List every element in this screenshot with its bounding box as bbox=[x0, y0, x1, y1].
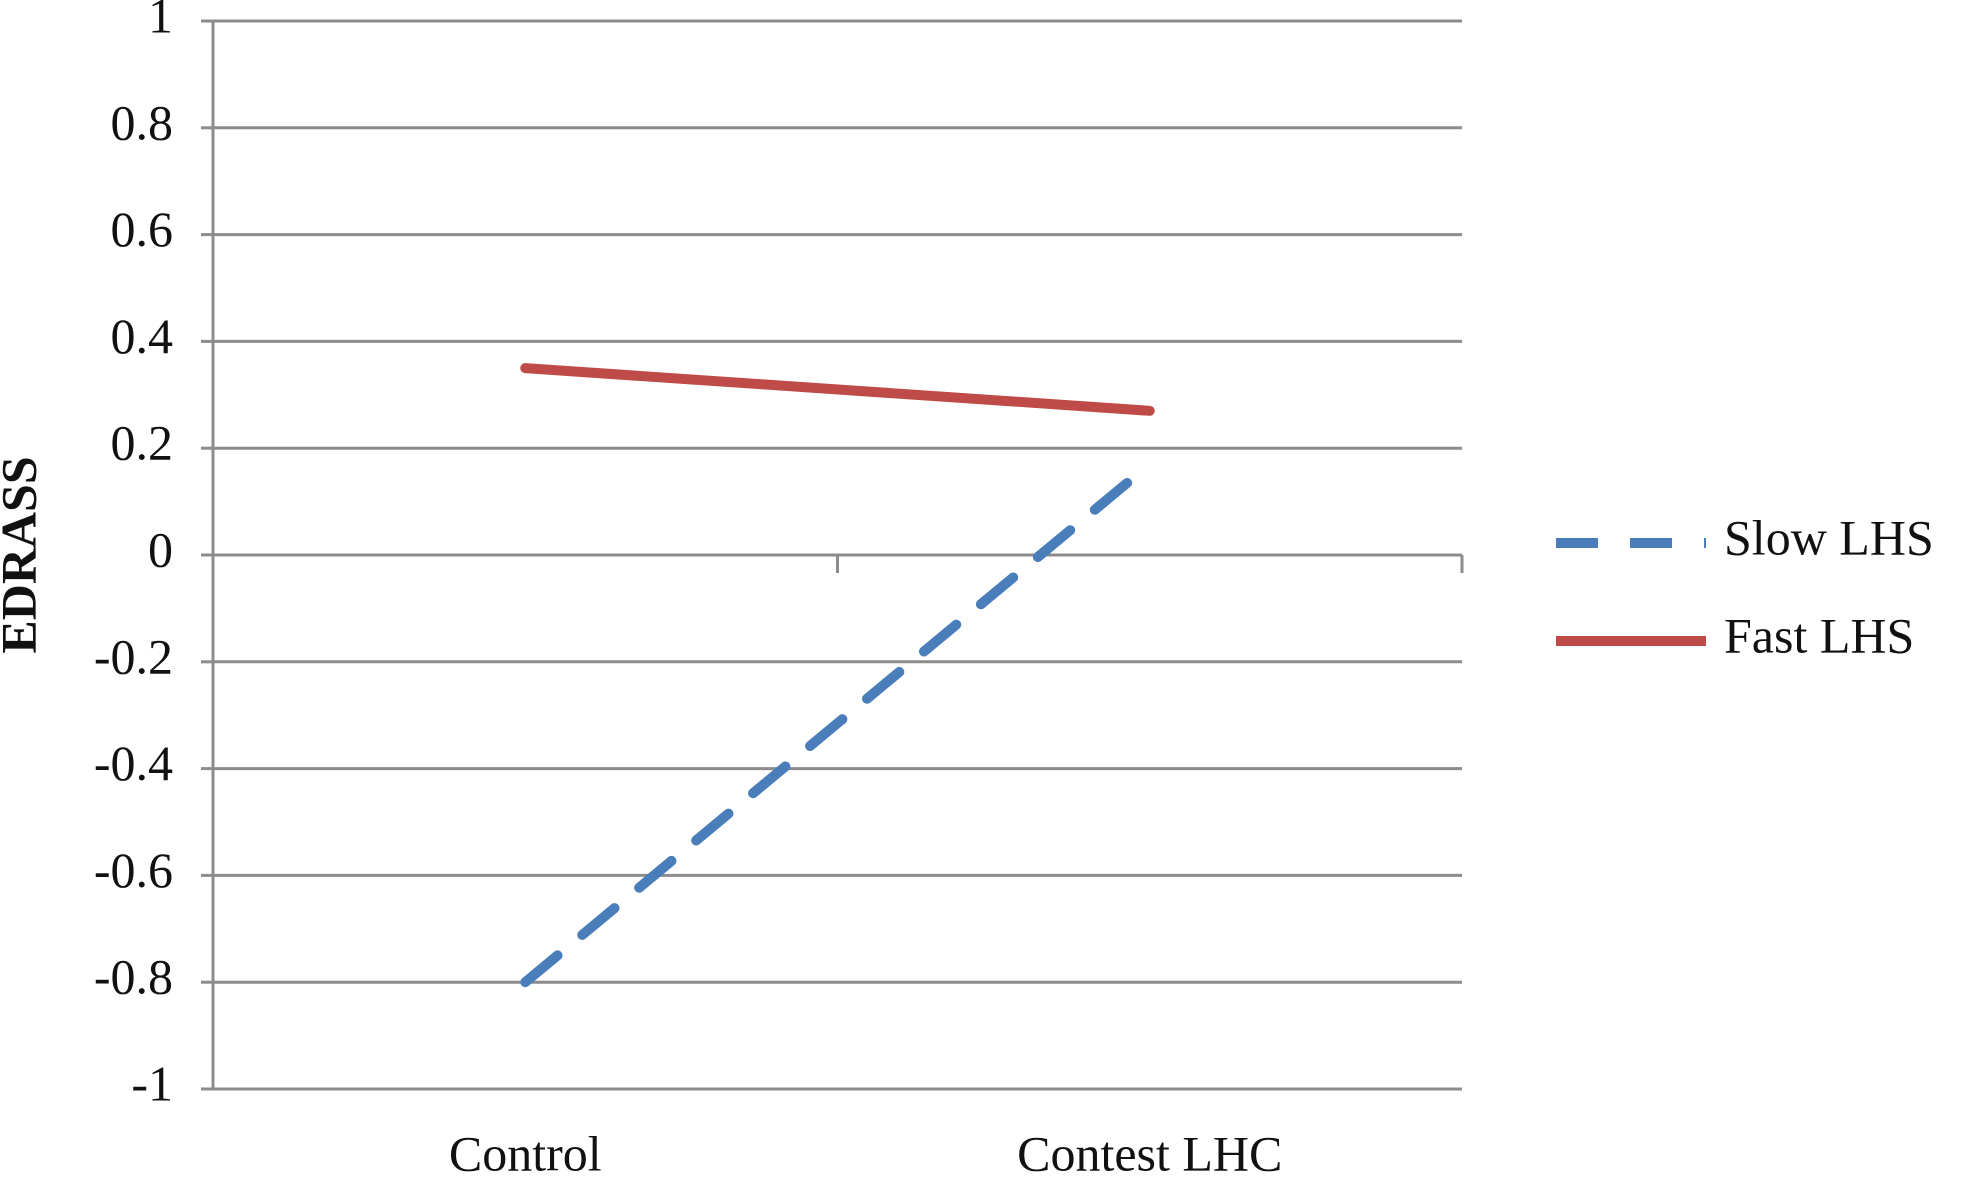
y-tick-label: 0.2 bbox=[111, 415, 174, 471]
series-line bbox=[520, 363, 1155, 416]
y-tick-label: -1 bbox=[131, 1055, 173, 1111]
y-tick-label: 0.6 bbox=[111, 201, 174, 257]
y-tick-label: 0.8 bbox=[111, 94, 174, 150]
y-tick-label: 0 bbox=[148, 521, 173, 577]
y-tick-label: 0.4 bbox=[111, 308, 174, 364]
y-tick-label: -0.6 bbox=[94, 842, 173, 898]
y-tick-label: -0.8 bbox=[94, 949, 173, 1005]
y-tick-label: 1 bbox=[148, 0, 173, 43]
x-tick-label: Control bbox=[449, 1125, 602, 1178]
y-axis-title: EDRASS bbox=[0, 456, 46, 653]
series-line bbox=[520, 459, 1155, 988]
y-tick-label: -0.4 bbox=[94, 735, 173, 791]
x-tick-label: Contest LHC bbox=[1017, 1125, 1282, 1178]
y-tick-label: -0.2 bbox=[94, 628, 173, 684]
legend-label: Slow LHS bbox=[1724, 509, 1934, 565]
legend-label: Fast LHS bbox=[1724, 607, 1914, 663]
